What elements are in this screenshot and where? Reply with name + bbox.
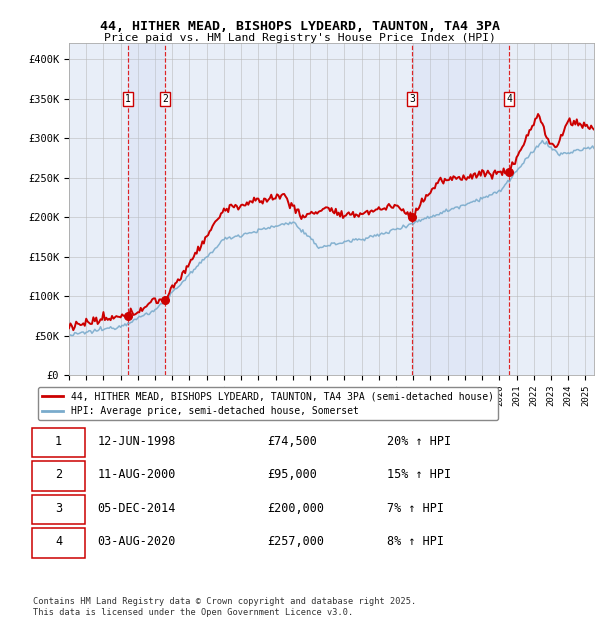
- Text: 44, HITHER MEAD, BISHOPS LYDEARD, TAUNTON, TA4 3PA: 44, HITHER MEAD, BISHOPS LYDEARD, TAUNTO…: [100, 20, 500, 33]
- Text: 2: 2: [163, 94, 169, 104]
- Text: 12-JUN-1998: 12-JUN-1998: [97, 435, 176, 448]
- Bar: [412, 43, 509, 375]
- FancyBboxPatch shape: [32, 461, 85, 490]
- Text: 11-AUG-2000: 11-AUG-2000: [97, 469, 176, 482]
- Text: 3: 3: [409, 94, 415, 104]
- Text: £257,000: £257,000: [268, 536, 325, 549]
- Text: 1: 1: [55, 435, 62, 448]
- Text: £95,000: £95,000: [268, 469, 317, 482]
- FancyBboxPatch shape: [32, 428, 85, 457]
- Text: 05-DEC-2014: 05-DEC-2014: [97, 502, 176, 515]
- Text: 3: 3: [55, 502, 62, 515]
- Text: Contains HM Land Registry data © Crown copyright and database right 2025.
This d: Contains HM Land Registry data © Crown c…: [33, 598, 416, 617]
- Text: 7% ↑ HPI: 7% ↑ HPI: [388, 502, 445, 515]
- Legend: 44, HITHER MEAD, BISHOPS LYDEARD, TAUNTON, TA4 3PA (semi-detached house), HPI: A: 44, HITHER MEAD, BISHOPS LYDEARD, TAUNTO…: [38, 388, 498, 420]
- Text: 20% ↑ HPI: 20% ↑ HPI: [388, 435, 451, 448]
- Text: 8% ↑ HPI: 8% ↑ HPI: [388, 536, 445, 549]
- Text: £74,500: £74,500: [268, 435, 317, 448]
- Text: £200,000: £200,000: [268, 502, 325, 515]
- Text: 4: 4: [55, 536, 62, 549]
- Text: 4: 4: [506, 94, 512, 104]
- FancyBboxPatch shape: [32, 528, 85, 557]
- Bar: [128, 43, 166, 375]
- FancyBboxPatch shape: [32, 495, 85, 524]
- Text: 1: 1: [125, 94, 131, 104]
- Text: Price paid vs. HM Land Registry's House Price Index (HPI): Price paid vs. HM Land Registry's House …: [104, 33, 496, 43]
- Text: 15% ↑ HPI: 15% ↑ HPI: [388, 469, 451, 482]
- Text: 2: 2: [55, 469, 62, 482]
- Text: 03-AUG-2020: 03-AUG-2020: [97, 536, 176, 549]
